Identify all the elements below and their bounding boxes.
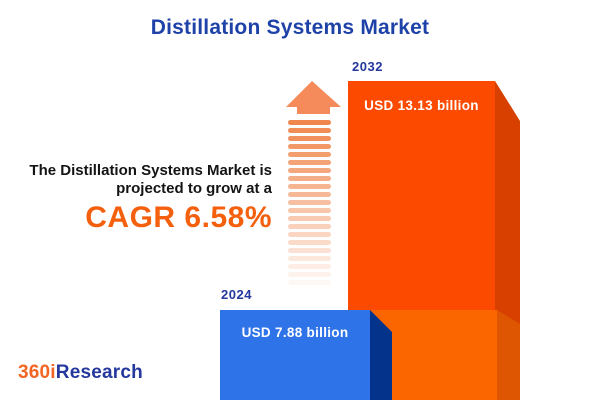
arrow-stripe bbox=[288, 224, 331, 229]
arrow-stripe bbox=[288, 272, 331, 277]
arrow-stripe bbox=[288, 192, 331, 197]
arrow-stripe bbox=[288, 280, 331, 285]
logo-research: Research bbox=[55, 362, 143, 383]
annotation-line2: projected to grow at a bbox=[116, 180, 272, 197]
value-label-2032: USD 13.13 billion bbox=[364, 98, 479, 113]
arrow-stripe bbox=[288, 248, 331, 253]
growth-arrow-stripes-icon bbox=[288, 120, 331, 288]
arrow-stripe bbox=[288, 184, 331, 189]
year-label-2024: 2024 bbox=[221, 287, 252, 302]
growth-annotation: The Distillation Systems Market is proje… bbox=[0, 162, 272, 235]
bar-2032-overlap-side bbox=[497, 310, 520, 400]
annotation-line1: The Distillation Systems Market is bbox=[29, 162, 272, 179]
arrow-stripe bbox=[288, 120, 331, 125]
arrow-stripe bbox=[288, 232, 331, 237]
growth-arrow-head-icon bbox=[286, 81, 341, 114]
arrow-stripe bbox=[288, 152, 331, 157]
arrow-stripe bbox=[288, 208, 331, 213]
arrow-stripe bbox=[288, 200, 331, 205]
value-label-2024: USD 7.88 billion bbox=[241, 325, 349, 340]
page-title: Distillation Systems Market bbox=[150, 16, 430, 39]
arrow-stripe bbox=[288, 160, 331, 165]
arrow-stripe bbox=[288, 256, 331, 261]
bar-2024-front bbox=[220, 310, 370, 400]
logo-360i: 360i bbox=[18, 362, 56, 383]
year-label-2032: 2032 bbox=[352, 59, 383, 74]
arrow-stripe bbox=[288, 144, 331, 149]
bar-2024-side bbox=[370, 310, 392, 400]
arrow-stripe bbox=[288, 128, 331, 133]
arrow-stripe bbox=[288, 176, 331, 181]
cagr-value: CAGR 6.58% bbox=[85, 201, 272, 234]
arrow-stripe bbox=[288, 168, 331, 173]
arrow-stripe bbox=[288, 240, 331, 245]
arrow-stripe bbox=[288, 136, 331, 141]
brand-logo: 360iResearch bbox=[18, 362, 143, 384]
arrow-stripe bbox=[288, 216, 331, 221]
arrow-stripe bbox=[288, 264, 331, 269]
